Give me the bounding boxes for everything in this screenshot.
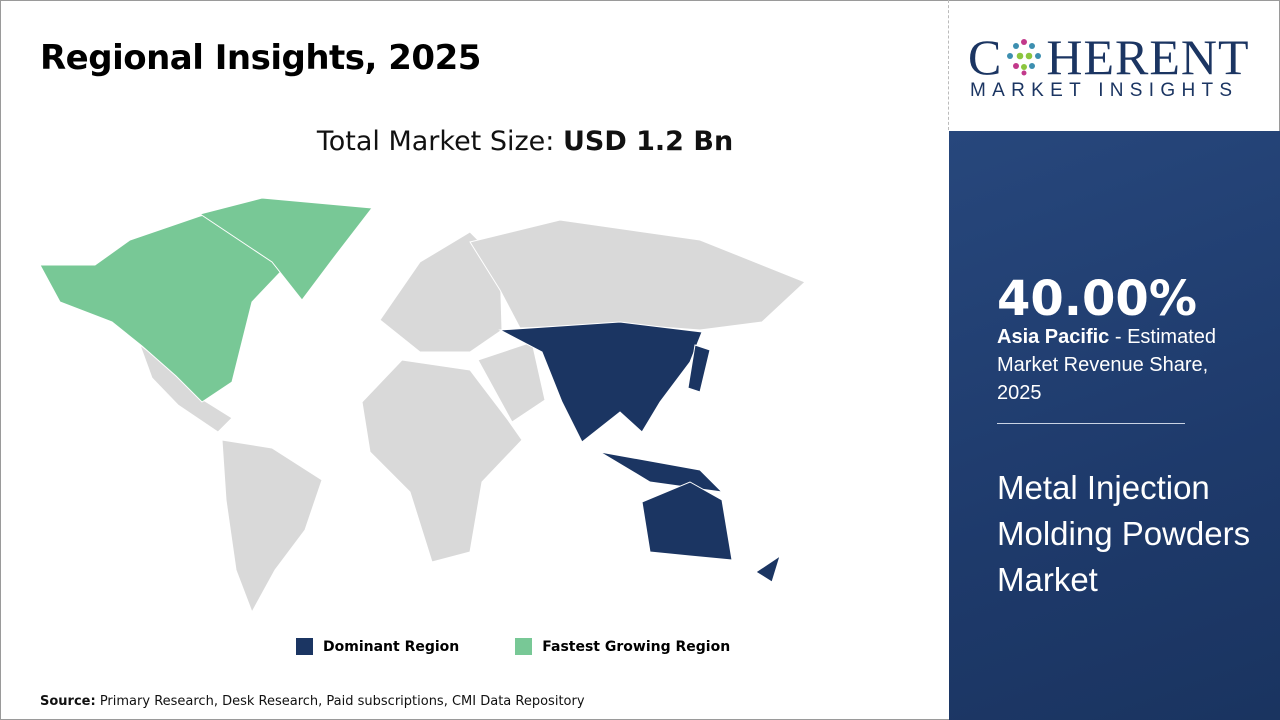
market-size-label: Total Market Size: bbox=[316, 126, 563, 157]
legend-swatch-dominant bbox=[296, 638, 313, 655]
region-australia bbox=[641, 481, 733, 561]
map-legend: Dominant Region Fastest Growing Region bbox=[296, 638, 730, 655]
world-map bbox=[39, 197, 806, 614]
source-text: Primary Research, Desk Research, Paid su… bbox=[95, 694, 585, 709]
region-africa bbox=[361, 359, 523, 563]
region-new-zealand bbox=[755, 554, 781, 583]
logo-tagline: MARKET INSIGHTS bbox=[970, 80, 1239, 101]
divider bbox=[948, 0, 949, 130]
revenue-share-value: 40.00% bbox=[997, 271, 1197, 327]
region-name: Asia Pacific bbox=[997, 326, 1110, 348]
source-label: Source: bbox=[40, 694, 96, 709]
source-note: Source: Primary Research, Desk Research,… bbox=[40, 694, 585, 709]
logo-wordmark: C HERENT bbox=[968, 29, 1250, 85]
region-middle-east bbox=[477, 341, 546, 423]
region-north-america bbox=[39, 201, 301, 403]
market-size-value: USD 1.2 Bn bbox=[562, 126, 734, 157]
region-greenland bbox=[198, 197, 373, 301]
globe-dots-icon bbox=[1007, 39, 1042, 76]
region-russia bbox=[469, 219, 806, 331]
total-market-size: Total Market Size: USD 1.2 Bn bbox=[0, 126, 1050, 157]
legend-label: Dominant Region bbox=[323, 638, 460, 655]
region-south-america bbox=[221, 439, 323, 614]
revenue-share-description: Asia Pacific - Estimated Market Revenue … bbox=[997, 323, 1257, 407]
legend-label: Fastest Growing Region bbox=[542, 638, 731, 655]
company-logo: C HERENT MARKET INSIGHTS bbox=[968, 28, 1263, 108]
region-asia-mainland bbox=[498, 321, 703, 443]
legend-item-fastest: Fastest Growing Region bbox=[515, 638, 730, 655]
share-description: - Estimated Market Revenue Share, 2025 bbox=[997, 326, 1216, 404]
page-title: Regional Insights, 2025 bbox=[40, 38, 481, 78]
panel-divider bbox=[997, 423, 1185, 424]
market-name: Metal Injection Molding Powders Market bbox=[997, 469, 1251, 598]
highlight-panel: 40.00% Asia Pacific - Estimated Market R… bbox=[949, 131, 1280, 720]
legend-item-dominant: Dominant Region bbox=[296, 638, 459, 655]
region-europe bbox=[379, 231, 503, 353]
legend-swatch-fastest bbox=[515, 638, 533, 655]
region-japan bbox=[687, 344, 711, 393]
region-southeast-islands bbox=[599, 451, 724, 493]
